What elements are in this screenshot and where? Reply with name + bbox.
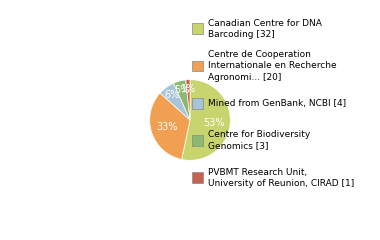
FancyBboxPatch shape [192, 172, 203, 183]
FancyBboxPatch shape [192, 98, 203, 108]
Wedge shape [150, 93, 190, 159]
Text: 53%: 53% [203, 118, 225, 127]
FancyBboxPatch shape [192, 23, 203, 34]
Wedge shape [160, 83, 190, 120]
Wedge shape [186, 80, 190, 120]
Text: Mined from GenBank, NCBI [4]: Mined from GenBank, NCBI [4] [208, 99, 346, 108]
Text: Centre for Biodiversity
Genomics [3]: Centre for Biodiversity Genomics [3] [208, 130, 310, 150]
Text: 33%: 33% [156, 122, 178, 132]
Text: Centre de Cooperation
Internationale en Recherche
Agronomi... [20]: Centre de Cooperation Internationale en … [208, 50, 337, 82]
Text: 1%: 1% [181, 84, 196, 94]
Text: 6%: 6% [164, 90, 179, 100]
Wedge shape [174, 80, 190, 120]
FancyBboxPatch shape [192, 135, 203, 146]
FancyBboxPatch shape [192, 60, 203, 72]
Text: Canadian Centre for DNA
Barcoding [32]: Canadian Centre for DNA Barcoding [32] [208, 19, 322, 39]
Text: PVBMT Research Unit,
University of Reunion, CIRAD [1]: PVBMT Research Unit, University of Reuni… [208, 168, 354, 188]
Wedge shape [182, 80, 230, 160]
Text: 5%: 5% [174, 85, 190, 95]
